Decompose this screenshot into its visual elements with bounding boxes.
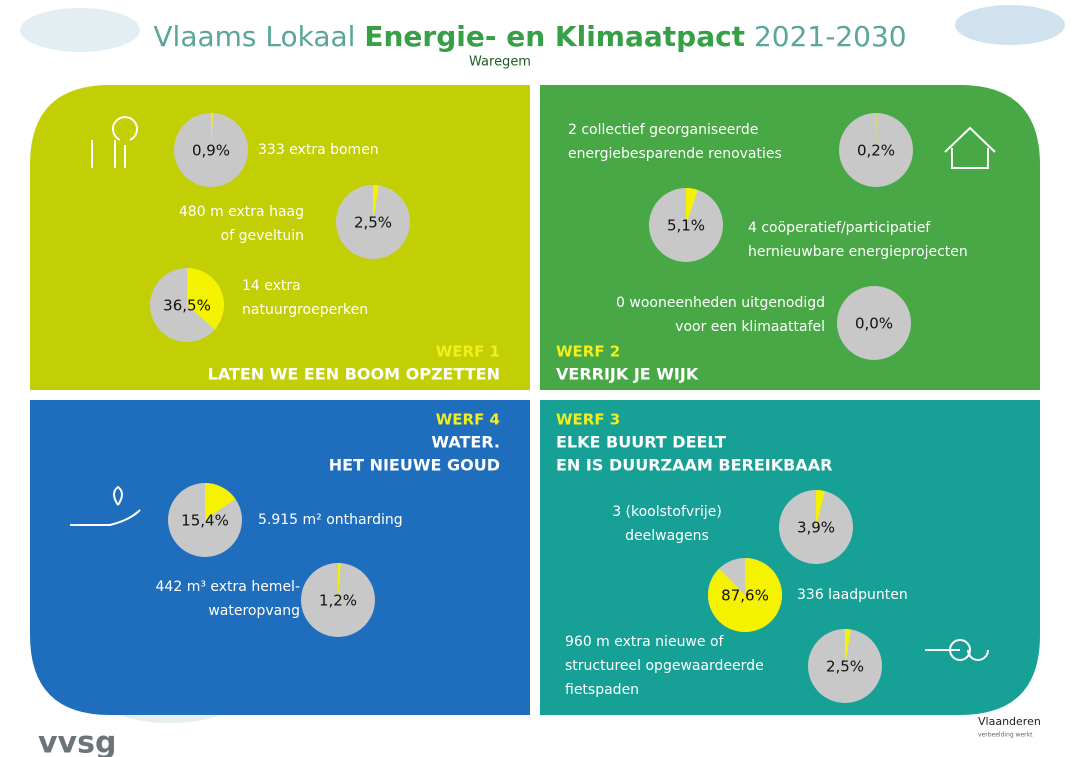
item-text: hernieuwbare energieprojecten: [748, 244, 968, 260]
item-text: energiebesparende renovaties: [568, 146, 782, 162]
pie-label: 36,5%: [163, 297, 211, 315]
infographic: Vlaams Lokaal Energie- en Klimaatpact 20…: [0, 0, 1074, 757]
item-text: 336 laadpunten: [797, 587, 908, 603]
pie-label: 2,5%: [826, 658, 864, 676]
item-text: fietspaden: [565, 682, 639, 698]
item-text: 4 coöperatief/participatief: [748, 220, 931, 236]
panel-title: VERRIJK JE WIJK: [556, 365, 699, 384]
item-text: wateropvang: [208, 603, 300, 619]
item-text: natuurgroeperken: [242, 302, 368, 318]
page-title: Vlaams Lokaal Energie- en Klimaatpact 20…: [153, 20, 906, 53]
item-text: structureel opgewaardeerde: [565, 658, 764, 674]
brand: Vlaanderen: [978, 715, 1041, 728]
werf-label: WERF 4: [436, 411, 500, 429]
cloud: [955, 5, 1065, 45]
pie-label: 15,4%: [181, 512, 229, 530]
werf-label: WERF 1: [436, 343, 500, 361]
item-text: of geveltuin: [221, 228, 304, 244]
pie-label: 3,9%: [797, 519, 835, 537]
panel-title: ELKE BUURT DEELT: [556, 433, 726, 452]
panel-title: EN IS DUURZAAM BEREIKBAAR: [556, 456, 832, 475]
item-text: 14 extra: [242, 278, 301, 294]
pie-label: 0,9%: [192, 142, 230, 160]
title-suffix: 2021-2030: [754, 20, 907, 53]
title-bold: Energie- en Klimaatpact: [364, 20, 745, 53]
cloud: [20, 8, 140, 52]
item-text: 960 m extra nieuwe of: [565, 634, 725, 650]
panel-title: LATEN WE EEN BOOM OPZETTEN: [208, 365, 500, 384]
item-text: 3 (koolstofvrije): [612, 504, 722, 520]
item-text: deelwagens: [625, 528, 709, 544]
werf-label: WERF 3: [556, 411, 620, 429]
item-text: 5.915 m² ontharding: [258, 512, 403, 528]
item-text: voor een klimaattafel: [675, 319, 825, 335]
item-text: 442 m³ extra hemel-: [156, 579, 300, 595]
pie-label: 0,0%: [855, 315, 893, 333]
pie-label: 1,2%: [319, 592, 357, 610]
title-prefix: Vlaams Lokaal: [153, 20, 355, 53]
panel-title: WATER.: [431, 433, 500, 452]
item-text: 333 extra bomen: [258, 142, 379, 158]
item-text: 2 collectief georganiseerde: [568, 122, 758, 138]
logo: vvsg: [38, 726, 116, 757]
panel-title: HET NIEUWE GOUD: [329, 456, 500, 475]
pie-label: 87,6%: [721, 587, 769, 605]
item-text: 480 m extra haag: [179, 204, 304, 220]
item-text: 0 wooneenheden uitgenodigd: [616, 295, 825, 311]
tagline: verbeelding werkt: [978, 732, 1033, 739]
pie-label: 0,2%: [857, 142, 895, 160]
pie-label: 5,1%: [667, 217, 705, 235]
werf-label: WERF 2: [556, 343, 620, 361]
subtitle: Waregem: [469, 55, 531, 70]
pie-label: 2,5%: [354, 214, 392, 232]
